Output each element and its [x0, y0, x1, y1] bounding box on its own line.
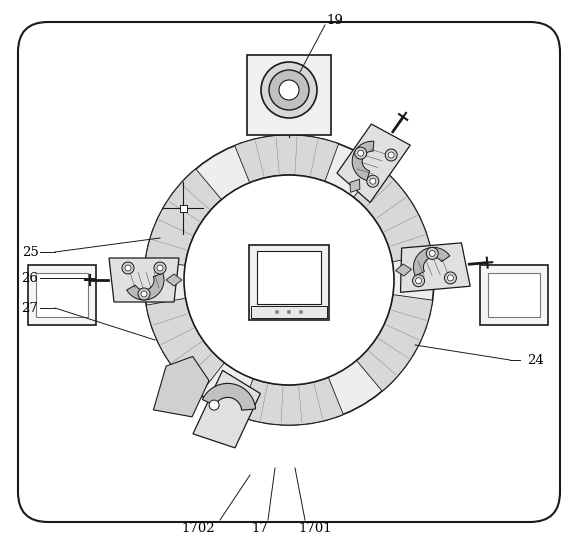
Polygon shape — [357, 295, 432, 391]
Circle shape — [299, 310, 303, 314]
Bar — [180, 204, 187, 211]
Circle shape — [184, 175, 394, 385]
Bar — [251, 306, 327, 318]
Polygon shape — [235, 135, 339, 183]
Text: 17: 17 — [251, 522, 268, 535]
Bar — [257, 251, 321, 304]
Circle shape — [367, 175, 379, 187]
Polygon shape — [146, 298, 224, 394]
Text: 26: 26 — [21, 271, 39, 284]
Circle shape — [388, 152, 394, 158]
Circle shape — [413, 275, 425, 287]
Polygon shape — [109, 258, 179, 302]
Polygon shape — [352, 141, 374, 180]
Text: 25: 25 — [21, 245, 38, 258]
Circle shape — [138, 288, 150, 300]
Polygon shape — [395, 264, 412, 276]
Polygon shape — [350, 179, 360, 192]
Circle shape — [209, 400, 219, 410]
Polygon shape — [153, 356, 209, 417]
Polygon shape — [166, 274, 182, 286]
Text: 24: 24 — [527, 354, 543, 366]
Polygon shape — [193, 371, 260, 448]
Circle shape — [125, 265, 131, 271]
Circle shape — [426, 247, 438, 259]
Polygon shape — [413, 247, 450, 276]
Circle shape — [122, 262, 134, 274]
Text: 1702: 1702 — [181, 522, 215, 535]
Polygon shape — [401, 243, 470, 292]
Circle shape — [279, 80, 299, 100]
Polygon shape — [202, 384, 255, 410]
Circle shape — [275, 310, 279, 314]
Text: 1701: 1701 — [298, 522, 332, 535]
Circle shape — [261, 62, 317, 118]
Circle shape — [141, 291, 147, 297]
Bar — [247, 55, 331, 135]
FancyBboxPatch shape — [18, 22, 560, 522]
Bar — [249, 245, 329, 320]
Circle shape — [370, 178, 376, 184]
Bar — [36, 273, 88, 317]
Text: 27: 27 — [21, 301, 39, 314]
Circle shape — [358, 150, 364, 156]
Polygon shape — [354, 166, 432, 262]
Bar — [488, 273, 540, 317]
Circle shape — [269, 70, 309, 110]
Polygon shape — [239, 377, 343, 425]
Circle shape — [444, 272, 457, 284]
Polygon shape — [127, 273, 164, 300]
Circle shape — [416, 278, 421, 284]
Text: 19: 19 — [327, 14, 343, 27]
Polygon shape — [337, 124, 410, 203]
Circle shape — [154, 262, 166, 274]
Circle shape — [287, 310, 291, 314]
Bar — [480, 265, 548, 325]
Bar — [28, 265, 96, 325]
Polygon shape — [146, 169, 221, 265]
Circle shape — [447, 275, 453, 281]
Circle shape — [385, 149, 397, 161]
Circle shape — [429, 250, 435, 256]
Circle shape — [355, 147, 366, 159]
Circle shape — [157, 265, 163, 271]
Circle shape — [144, 135, 434, 425]
